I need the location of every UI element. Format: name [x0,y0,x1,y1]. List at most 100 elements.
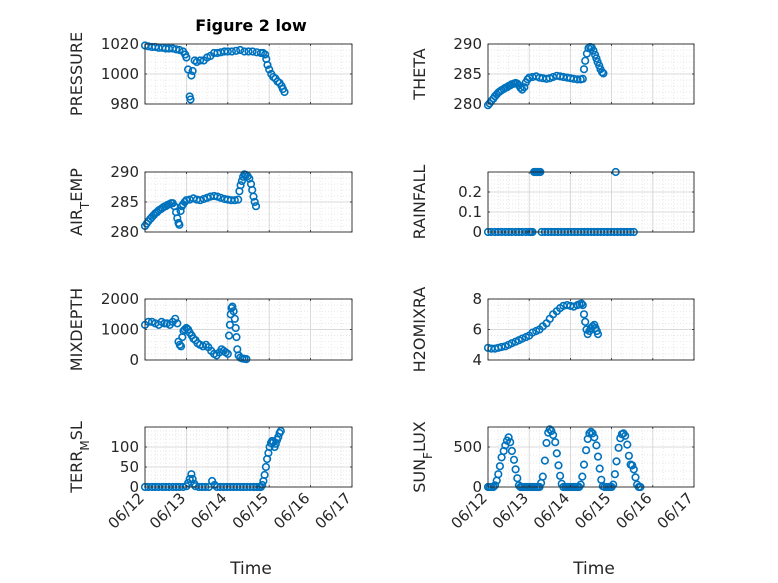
subplot-5: 0 1000 2000 MIXDEPTH [67,288,353,371]
data-point [506,438,515,447]
data-point [187,470,196,479]
data-point [265,65,274,74]
axes-box [144,426,353,488]
data-point [595,61,604,70]
data-point [249,192,258,201]
data-point [509,455,519,464]
y-axis-label: THETA [410,48,429,100]
data-point [609,480,618,489]
data-point [623,440,632,449]
data-point [242,355,251,364]
y-tick-label: 280 [453,95,482,113]
data-point [576,480,585,489]
data-point [585,429,594,438]
y-tick-label: 980 [110,95,139,113]
data-point [276,426,285,436]
data-point [511,465,520,474]
data-point [230,314,239,323]
data-point [628,461,637,470]
data-point [593,452,603,461]
data-point [631,473,640,482]
data-point [542,438,551,448]
y-tick-label: 4 [472,351,482,369]
data-point [516,83,525,92]
data-point [551,438,560,447]
minor-grid [488,171,694,233]
data-point [176,206,185,216]
subplot-6: 4 6 8 H2OMIXRA [410,287,695,372]
data-point [188,474,197,484]
y-axis-label: SUNFLUX [410,421,435,493]
data-point [184,65,193,74]
y-tick-label: 290 [110,163,139,181]
data-point [578,472,587,481]
data-point [248,47,257,56]
x-axis-label-right: Time [572,559,615,579]
data-point [573,75,582,84]
data-series [140,170,261,231]
data-point [171,314,180,323]
y-tick-label: 0.1 [458,203,482,221]
data-point [261,50,270,59]
y-tick-label: 1020 [101,35,139,53]
data-point [554,461,563,470]
data-point [555,471,565,480]
data-point [196,196,205,205]
y-tick-label: 285 [110,193,139,211]
data-point [579,460,589,469]
data-point [599,69,608,78]
y-axis-label-part: LUX [410,421,429,452]
data-point [548,430,558,440]
data-point [540,456,550,465]
data-point [263,60,272,70]
data-point [504,433,513,442]
data-point [578,74,587,83]
data-series [140,302,251,364]
minor-grid [145,426,352,488]
y-axis-label: MIXDEPTH [67,288,86,371]
data-point [590,433,599,442]
y-axis-label-subscript: T [78,201,92,210]
data-series [140,41,289,104]
data-point [513,474,522,483]
data-point [579,65,589,74]
data-point [240,47,249,56]
data-point [494,470,503,479]
data-point [232,46,241,55]
data-point [231,323,240,333]
y-tick-label: 100 [110,438,139,456]
data-point [595,464,604,473]
data-point [581,56,590,65]
y-tick-label: 0 [129,351,139,369]
subplot-1: 980 1000 1020 PRESSURE [67,32,353,116]
data-point [490,481,500,490]
data-series [483,299,603,353]
data-point [175,340,184,349]
y-axis-label-subscript: M [78,440,92,450]
y-tick-label: 1000 [101,65,139,83]
y-axis-label-part: EMP [67,168,86,202]
y-axis-label-part: AIR [67,209,86,236]
x-axis-label-left: Time [229,559,272,579]
y-axis-label: PRESSURE [67,32,86,116]
data-point [552,449,561,458]
data-point [590,50,600,59]
data-point [612,457,621,466]
y-tick-label: 6 [472,321,482,339]
data-point [224,331,234,340]
y-tick-label: 0 [472,478,482,496]
data-point [271,439,280,448]
data-point [614,443,623,452]
data-point [538,472,547,481]
data-point [610,470,620,479]
data-point [175,220,184,229]
data-point [593,330,603,339]
data-point [588,429,597,438]
data-point [578,301,587,310]
y-tick-label: 0 [129,478,139,496]
y-axis-label: AIRTEMP [67,168,92,236]
data-point [173,319,182,328]
y-tick-label: 0.2 [458,183,482,201]
data-point [232,333,241,342]
